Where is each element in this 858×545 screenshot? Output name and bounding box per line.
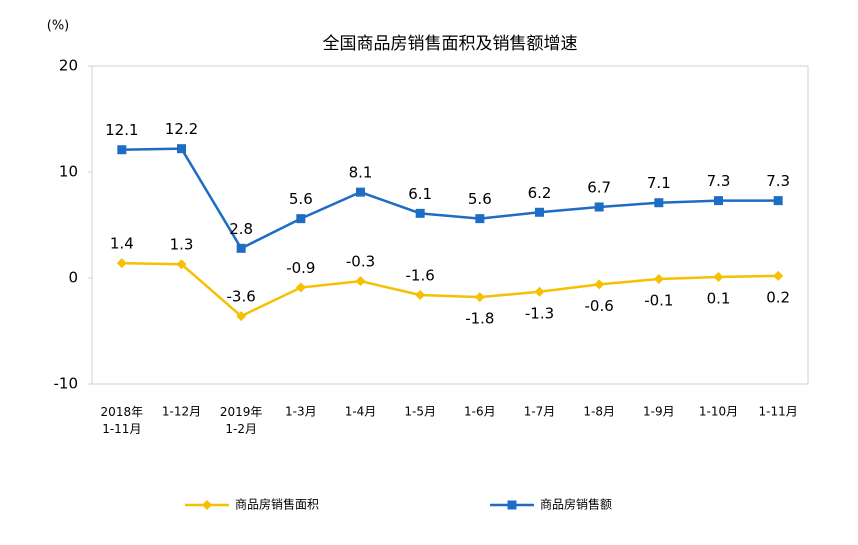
point: [355, 276, 366, 287]
point: [475, 214, 485, 224]
x-tick-label: 1-9月: [643, 405, 675, 419]
data-label: -0.6: [585, 297, 614, 315]
data-label: 2.8: [229, 220, 253, 238]
data-label: -1.6: [406, 266, 435, 284]
point: [474, 292, 485, 303]
point: [534, 286, 545, 297]
data-label: -1.8: [465, 310, 494, 328]
point: [653, 274, 664, 285]
data-label: 7.1: [647, 174, 671, 192]
point: [295, 282, 306, 293]
data-label: -3.6: [227, 288, 256, 306]
x-tick-label: 1-8月: [583, 405, 615, 419]
point: [176, 259, 187, 270]
x-tick-label: 1-10月: [699, 405, 738, 419]
legend-label: 商品房销售额: [540, 497, 612, 512]
point: [654, 198, 664, 208]
series-line: [121, 147, 779, 250]
point: [202, 500, 212, 510]
x-tick-label: 1-11月: [759, 405, 798, 419]
y-tick-label: 20: [59, 57, 78, 75]
data-label: 0.2: [766, 288, 790, 306]
data-label: 6.2: [528, 184, 552, 202]
y-tick-label: 10: [59, 163, 78, 181]
data-label: 12.2: [165, 120, 198, 138]
x-tick-label: 2018年 1-11月: [101, 405, 144, 436]
point: [296, 214, 306, 224]
y-unit: (%): [47, 19, 70, 34]
series-line: [121, 261, 779, 318]
data-label: 8.1: [349, 164, 373, 182]
x-tick-label: 1-6月: [464, 405, 496, 419]
data-label: 7.3: [707, 172, 731, 190]
data-label: 12.1: [105, 121, 138, 139]
data-label: -0.1: [644, 292, 673, 310]
data-label: 5.6: [468, 190, 492, 208]
point: [507, 500, 517, 510]
data-label: -1.3: [525, 304, 554, 322]
data-label: -0.9: [286, 259, 315, 277]
data-label: 5.6: [289, 190, 313, 208]
point: [415, 289, 426, 300]
point: [415, 208, 425, 218]
x-tick-label: 1-7月: [524, 405, 556, 419]
data-label: -0.3: [346, 253, 375, 271]
plot-frame: [91, 65, 809, 385]
x-tick-label: 1-3月: [285, 405, 317, 419]
point: [714, 196, 723, 206]
x-tick-label: 2019年 1-2月: [220, 405, 263, 436]
data-label: 1.4: [110, 235, 134, 253]
point: [236, 311, 247, 322]
point: [356, 187, 365, 197]
x-tick-label: 1-4月: [345, 405, 377, 419]
point: [116, 258, 127, 269]
data-label: 6.7: [587, 178, 611, 196]
chart-title: 全国商品房销售面积及销售额增速: [323, 34, 578, 54]
point: [535, 207, 544, 217]
point: [117, 145, 127, 155]
point: [177, 144, 186, 154]
y-tick-label: 0: [68, 269, 78, 287]
x-tick-label: 1-5月: [404, 405, 436, 419]
point: [594, 279, 605, 290]
point: [773, 270, 784, 281]
y-tick-label: -10: [54, 375, 79, 393]
legend-label: 商品房销售面积: [235, 497, 319, 512]
point: [713, 271, 724, 282]
data-label: 1.3: [170, 236, 194, 254]
data-label: 6.1: [408, 185, 432, 203]
data-label: 7.3: [766, 172, 790, 190]
point: [236, 243, 246, 253]
data-label: 0.1: [707, 289, 731, 307]
point: [773, 196, 783, 206]
x-tick-label: 1-12月: [162, 405, 201, 419]
point: [594, 202, 604, 212]
